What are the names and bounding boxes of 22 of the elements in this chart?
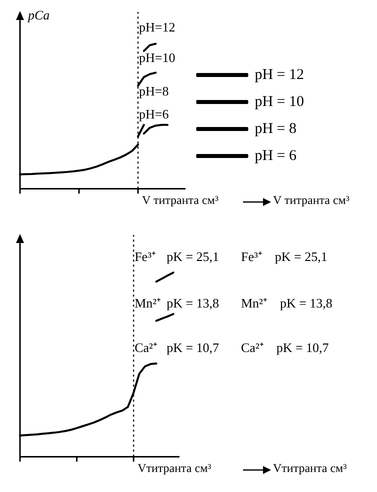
annotation: pH=6 xyxy=(139,106,170,122)
legend-label: pH = 6 xyxy=(254,148,297,164)
text: Vтитранта см³ xyxy=(273,460,348,475)
annotation: pK = 10,7 xyxy=(166,340,220,356)
text: V титранта см³ xyxy=(273,192,350,207)
x-axis-title: Vтитранта см³ xyxy=(138,460,212,475)
y-axis-title: pCa xyxy=(27,7,50,22)
text: Fe³⁺ xyxy=(134,249,156,264)
legend-label: pH = 8 xyxy=(254,120,297,137)
x-axis-title: V титранта см³ xyxy=(142,192,219,207)
annotation: pH=8 xyxy=(139,83,169,98)
text: Ca²⁺ pK = 10,7 xyxy=(241,340,330,356)
annotation: pH=10 xyxy=(139,50,176,66)
text: Mn²⁺ pK = 13,8 xyxy=(241,296,332,311)
legend-label: pH = 12 xyxy=(254,66,304,83)
annotation: pK = 13,8 xyxy=(166,296,220,311)
annotation: Mn²⁺ xyxy=(134,296,161,311)
text: pH=12 xyxy=(139,19,176,34)
text: pK = 25,1 xyxy=(166,249,220,264)
annotation: Ca²⁺ xyxy=(134,340,157,356)
text: Fe³⁺ pK = 25,1 xyxy=(241,249,328,264)
legend-label: pH = 10 xyxy=(254,94,304,110)
